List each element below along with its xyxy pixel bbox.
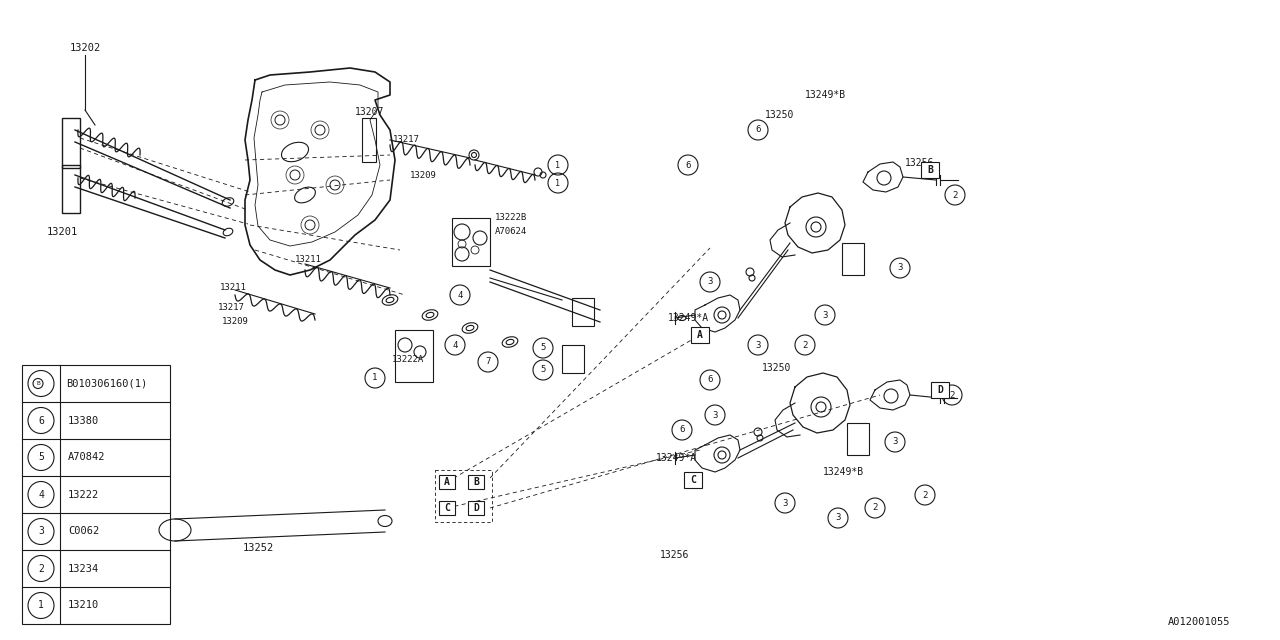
Text: B: B [474, 477, 479, 487]
Text: 1: 1 [556, 179, 561, 188]
Text: 3: 3 [38, 527, 44, 536]
Bar [842, 243, 864, 275]
Text: 7: 7 [485, 358, 490, 367]
Text: A012001055: A012001055 [1167, 617, 1230, 627]
Text: 13211: 13211 [294, 255, 321, 264]
Bar [847, 423, 869, 455]
Bar [61, 165, 79, 213]
Text: 13250: 13250 [762, 363, 791, 373]
Text: 1: 1 [372, 374, 378, 383]
Bar [922, 162, 940, 178]
Text: 3: 3 [755, 340, 760, 349]
Text: 3: 3 [892, 438, 897, 447]
Bar [362, 118, 376, 162]
Text: 3: 3 [712, 410, 718, 419]
Text: 13202: 13202 [69, 43, 101, 53]
Text: 3: 3 [897, 264, 902, 273]
Text: 4: 4 [457, 291, 462, 300]
Text: 13249*B: 13249*B [823, 467, 864, 477]
Text: 1: 1 [556, 161, 561, 170]
Text: D: D [474, 503, 479, 513]
Text: 2: 2 [38, 563, 44, 573]
Text: 13209: 13209 [410, 170, 436, 179]
Text: 13380: 13380 [68, 415, 100, 426]
Bar [468, 501, 484, 515]
Bar [61, 118, 79, 168]
Text: 4: 4 [452, 340, 458, 349]
Text: 6: 6 [755, 125, 760, 134]
Text: A: A [698, 330, 703, 340]
Text: 13211: 13211 [220, 284, 247, 292]
Text: 13249*A: 13249*A [668, 313, 709, 323]
Text: 13207: 13207 [356, 107, 385, 117]
Text: 13222B: 13222B [495, 214, 527, 223]
Text: 2: 2 [950, 390, 955, 399]
Text: A: A [444, 477, 451, 487]
Text: C: C [444, 503, 451, 513]
Text: 2: 2 [803, 340, 808, 349]
Text: 5: 5 [38, 452, 44, 463]
Bar [691, 327, 709, 343]
Text: 13256: 13256 [660, 550, 690, 560]
Text: 13222A: 13222A [392, 355, 424, 365]
Bar [396, 330, 433, 382]
Bar [439, 475, 454, 489]
Text: C: C [690, 475, 696, 485]
Text: B010306160(1): B010306160(1) [67, 378, 147, 388]
Bar [439, 501, 454, 515]
Bar [468, 475, 484, 489]
Bar [931, 382, 948, 398]
Text: 13252: 13252 [242, 543, 274, 553]
Text: 3: 3 [822, 310, 828, 319]
Text: 13217: 13217 [218, 303, 244, 312]
Text: 3: 3 [708, 278, 713, 287]
Text: 6: 6 [38, 415, 44, 426]
Text: 13249*A: 13249*A [657, 453, 698, 463]
Text: 13210: 13210 [68, 600, 100, 611]
Text: D: D [937, 385, 943, 395]
Text: 3: 3 [782, 499, 787, 508]
Bar [684, 472, 701, 488]
Bar [22, 365, 170, 624]
Text: 3: 3 [836, 513, 841, 522]
Text: 13256: 13256 [905, 158, 934, 168]
Text: A70624: A70624 [495, 227, 527, 237]
Text: 4: 4 [38, 490, 44, 499]
Text: 13209: 13209 [221, 317, 248, 326]
Text: 13217: 13217 [393, 136, 420, 145]
Text: 1: 1 [38, 600, 44, 611]
Bar [562, 345, 584, 373]
Text: 6: 6 [708, 376, 713, 385]
Text: 2: 2 [952, 191, 957, 200]
Text: 13201: 13201 [46, 227, 78, 237]
Text: C0062: C0062 [68, 527, 100, 536]
Bar [452, 218, 490, 266]
Text: 13222: 13222 [68, 490, 100, 499]
Text: 6: 6 [680, 426, 685, 435]
Text: 2: 2 [872, 504, 878, 513]
Text: 13250: 13250 [765, 110, 795, 120]
Text: 5: 5 [540, 365, 545, 374]
Text: 2: 2 [923, 490, 928, 499]
Text: B: B [927, 165, 933, 175]
Text: A70842: A70842 [68, 452, 105, 463]
Text: 6: 6 [685, 161, 691, 170]
Text: 13249*B: 13249*B [805, 90, 846, 100]
Text: 5: 5 [540, 344, 545, 353]
Text: 13234: 13234 [68, 563, 100, 573]
Bar [572, 298, 594, 326]
Text: B: B [36, 381, 40, 386]
